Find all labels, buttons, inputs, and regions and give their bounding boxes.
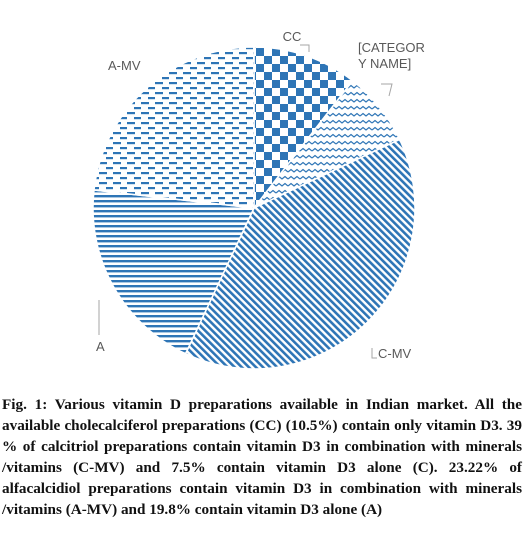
pie-slice-cc	[253, 46, 354, 211]
pie-slices	[92, 46, 416, 370]
pie-chart: CC [CATEGOR Y NAME] C-MV A A-MV	[92, 29, 425, 370]
pie-slice-c-mv	[184, 138, 416, 370]
pie-slice-a	[92, 189, 256, 355]
leader-line	[381, 83, 393, 97]
leader-line	[371, 348, 377, 359]
leader-lines	[98, 44, 393, 359]
pie-slice-a-mv	[93, 46, 255, 209]
category-label: A-MV	[108, 58, 141, 73]
category-labels: CC [CATEGOR Y NAME] C-MV A A-MV	[96, 29, 425, 361]
leader-line	[300, 44, 310, 52]
pie-chart-svg: CC [CATEGOR Y NAME] C-MV A A-MV	[92, 29, 425, 370]
figure-caption: Fig. 1: Various vitamin D preparations a…	[2, 396, 522, 518]
category-label: A	[96, 339, 105, 354]
category-label: CC	[283, 29, 302, 44]
category-label: [CATEGOR Y NAME]	[358, 40, 425, 71]
category-label: C-MV	[378, 346, 412, 361]
